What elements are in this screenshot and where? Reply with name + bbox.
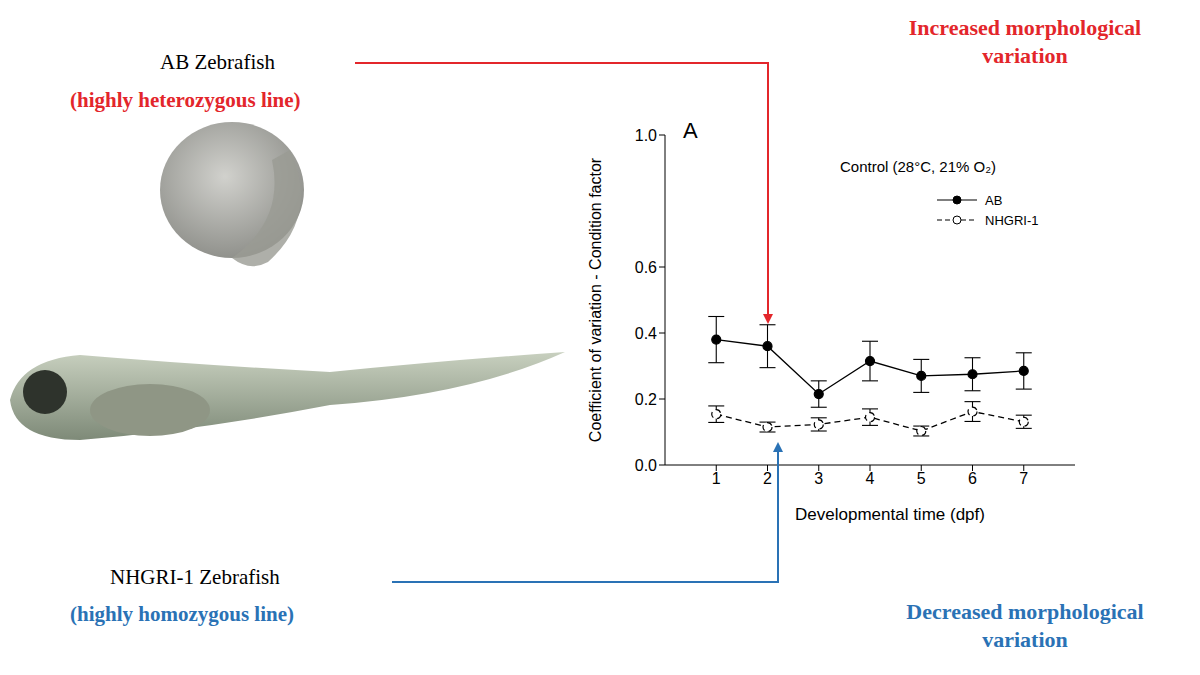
html-text:(highly homozygous line): (highly homozygous line) (70, 602, 294, 626)
svg-text:1.0: 1.0 (635, 127, 657, 144)
svg-text:Coefficient of variation - Con: Coefficient of variation - Condition fac… (587, 157, 604, 442)
svg-text:1: 1 (712, 470, 721, 487)
svg-text:Developmental time (dpf): Developmental time (dpf) (795, 505, 985, 524)
svg-text:6: 6 (968, 470, 977, 487)
svg-text:0.0: 0.0 (635, 457, 657, 474)
svg-text:5: 5 (917, 470, 926, 487)
html-text:A: A (683, 118, 698, 143)
svg-text:3: 3 (814, 470, 823, 487)
svg-text:2: 2 (763, 470, 772, 487)
svg-text:0.2: 0.2 (635, 391, 657, 408)
svg-text:0.6: 0.6 (635, 259, 657, 276)
html-text:Increased morphological variat: Increased morphological variation (908, 15, 1142, 68)
html-text:AB Zebrafish: AB Zebrafish (160, 50, 275, 74)
svg-text:0.4: 0.4 (635, 325, 657, 342)
html-text:(highly heterozygous line): (highly heterozygous line) (70, 88, 301, 112)
html-text:Decreased morphological variat: Decreased morphological variation (906, 599, 1144, 652)
svg-text:4: 4 (866, 470, 875, 487)
html-text:AB: AB (985, 192, 1003, 208)
html-text:NHGRI-1: NHGRI-1 (985, 212, 1039, 228)
html-text:NHGRI-1 Zebrafish: NHGRI-1 Zebrafish (110, 565, 280, 589)
html-text:Control (28°C, 21% O₂): Control (28°C, 21% O₂) (840, 158, 996, 175)
svg-text:7: 7 (1019, 470, 1028, 487)
